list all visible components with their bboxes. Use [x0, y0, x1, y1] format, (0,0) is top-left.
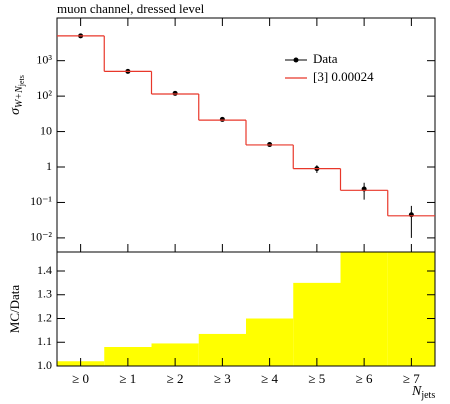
data-point [408, 212, 414, 218]
x-tick-label: ≥ 6 [356, 371, 373, 386]
x-tick-label: ≥ 7 [403, 371, 420, 386]
x-tick-label: ≥ 1 [119, 371, 136, 386]
y-tick-label: 1.4 [37, 263, 52, 277]
x-tick-label: ≥ 0 [72, 371, 89, 386]
x-tick-label: ≥ 5 [308, 371, 325, 386]
x-label-symbol: N [411, 384, 422, 399]
ratio-y-label: MC/Data [7, 285, 22, 334]
y-tick-label: 1 [46, 159, 52, 173]
ratio-bar [293, 282, 341, 366]
ratio-bar [104, 347, 152, 366]
y-label-sub: W+N [14, 85, 25, 108]
ratio-bar [340, 252, 388, 366]
x-axis-label: Njets [411, 384, 435, 401]
legend-label: Data [313, 51, 338, 66]
y-tick-label: 10³ [36, 52, 52, 66]
ratio-bar [151, 343, 199, 366]
y-tick-label: 10 [40, 123, 52, 137]
y-tick-label: 10² [36, 88, 52, 102]
x-tick-label: ≥ 3 [214, 371, 231, 386]
x-tick-label: ≥ 2 [167, 371, 184, 386]
chart-title: muon channel, dressed level [57, 1, 205, 16]
y-tick-label: 10⁻¹ [30, 194, 52, 208]
x-label-sub: jets [420, 390, 435, 401]
y-tick-label: 1.1 [37, 334, 52, 348]
ratio-bars [57, 252, 435, 366]
y-tick-label: 1.3 [37, 287, 52, 301]
x-tick-label: ≥ 4 [261, 371, 278, 386]
legend-label: [3] 0.00024 [313, 69, 374, 84]
legend-marker [293, 57, 299, 63]
data-point [172, 90, 178, 96]
y-tick-label: 1.2 [37, 310, 52, 324]
y-axis-label: σW+Njets [8, 75, 26, 115]
ratio-frame [56, 251, 436, 367]
ratio-bar [387, 252, 435, 366]
y-tick-label: 1.0 [37, 358, 52, 372]
data-point [219, 116, 225, 122]
y-tick-label: 10⁻² [30, 230, 52, 244]
y-label-subsub: jets [17, 75, 26, 87]
y-label-symbol: σ [8, 107, 23, 115]
